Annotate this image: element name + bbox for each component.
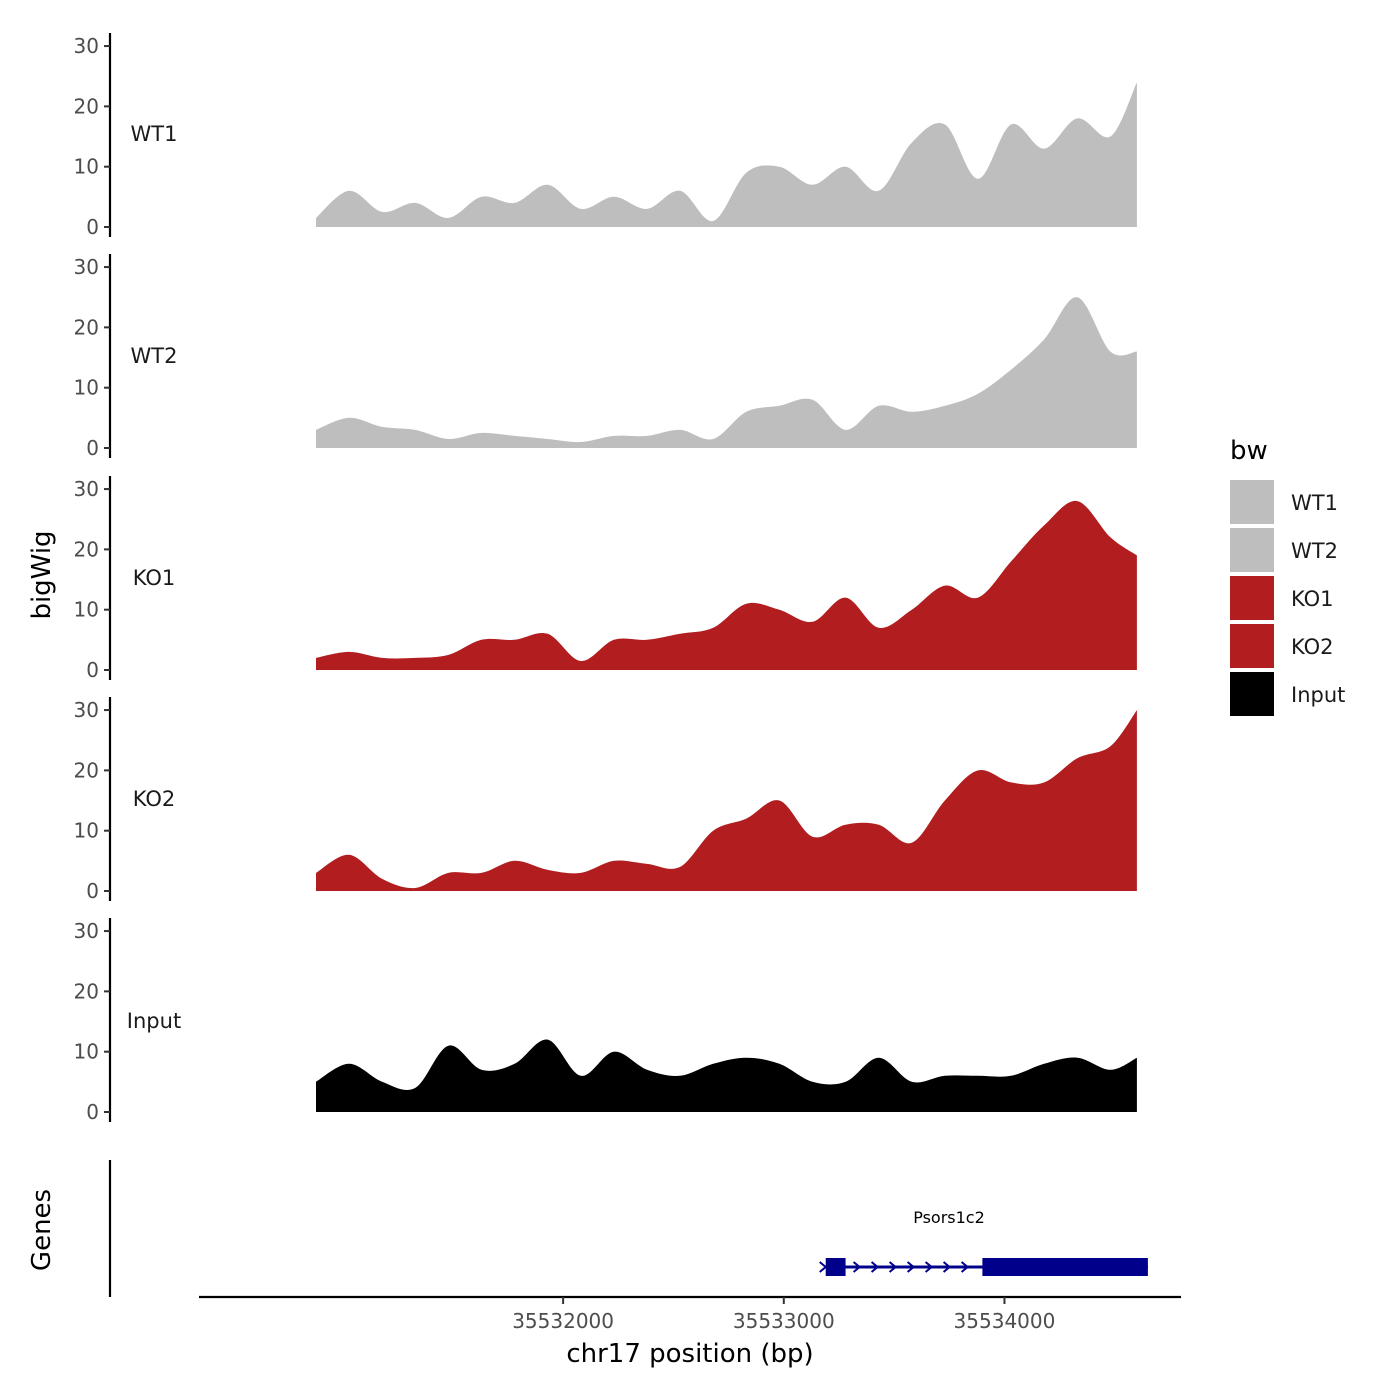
track-label: KO1 [133,566,176,590]
strand-arrow [852,1261,862,1273]
legend-swatch-ko1 [1230,576,1274,620]
y-tick-label: 10 [74,155,99,179]
strand-arrow [906,1261,916,1273]
legend-title: bw [1230,436,1268,466]
y-tick-label: 10 [74,819,99,843]
signal-area-wt2 [316,297,1137,448]
legend-label-wt1: WT1 [1291,491,1338,515]
y-tick-label: 30 [74,477,99,501]
gene-psors1c2: Psors1c2 [819,1208,1148,1276]
track-label: KO2 [133,787,176,811]
y-tick-label: 10 [74,376,99,400]
y-tick-label: 0 [86,658,99,682]
y-tick-label: 30 [74,34,99,58]
y-tick-label: 30 [74,255,99,279]
x-tick-label: 35534000 [954,1309,1056,1333]
track-wt1: 0 10 20 30 WT1 [74,33,1137,239]
track-wt2: 0 10 20 30 WT2 [74,254,1137,460]
track-input: 0 10 20 30 Input [74,918,1137,1124]
y-tick-label: 30 [74,919,99,943]
y-tick-label: 10 [74,598,99,622]
legend-swatch-wt1 [1230,480,1274,524]
strand-arrow [888,1261,898,1273]
y-tick-label: 20 [74,979,99,1003]
track-label: WT1 [131,122,178,146]
y-tick-label: 0 [86,436,99,460]
y-tick-label: 20 [74,758,99,782]
legend-label-wt2: WT2 [1291,539,1338,563]
signal-area-wt1 [316,82,1137,227]
y-axis-title: bigWig [27,530,57,619]
legend-swatch-ko2 [1230,624,1274,668]
gene-name-label: Psors1c2 [913,1208,985,1227]
track-ko1: 0 10 20 30 KO1 [74,476,1137,682]
legend-label-input: Input [1291,683,1345,707]
y-tick-label: 20 [74,537,99,561]
legend-swatch-input [1230,672,1274,716]
x-axis-title: chr17 position (bp) [566,1339,813,1369]
x-tick-label: 35532000 [512,1309,614,1333]
strand-arrow [870,1261,880,1273]
x-tick-label: 35533000 [733,1309,835,1333]
y-tick-label: 0 [86,879,99,903]
legend-swatch-wt2 [1230,528,1274,572]
y-tick-label: 20 [74,315,99,339]
strand-arrow [942,1261,952,1273]
track-ko2: 0 10 20 30 KO2 [74,697,1137,903]
signal-area-input [316,1039,1137,1112]
gene-exon [982,1258,1148,1276]
gene-exon [825,1258,846,1276]
strand-arrow [924,1261,934,1273]
genes-axis-title: Genes [27,1189,57,1271]
x-axis: 35532000 35533000 35534000 [199,1295,1181,1333]
track-label: WT2 [131,344,178,368]
legend-label-ko1: KO1 [1291,587,1334,611]
signal-area-ko2 [316,710,1137,891]
strand-arrow [819,1261,828,1273]
signal-area-ko1 [316,500,1137,670]
legend: bw WT1 WT2 KO1 KO2 Input [1230,436,1345,716]
y-tick-label: 10 [74,1040,99,1064]
y-tick-label: 20 [74,94,99,118]
y-tick-label: 0 [86,215,99,239]
y-tick-label: 0 [86,1100,99,1124]
y-tick-label: 30 [74,698,99,722]
strand-arrow [960,1261,970,1273]
genes-panel: Psors1c2 [108,1160,1148,1297]
track-label: Input [127,1009,181,1033]
legend-label-ko2: KO2 [1291,635,1334,659]
signal-tracks: 0 10 20 30 WT1 0 10 20 30 WT2 0 10 20 30 KO1 0 10 20 30 KO2… [74,33,1137,1124]
